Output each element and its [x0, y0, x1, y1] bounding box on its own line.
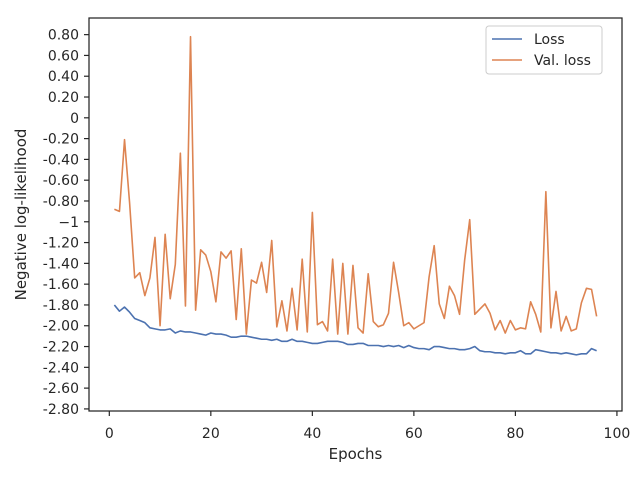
val-loss-series-line	[114, 35, 598, 335]
y-tick-label: -1.80	[43, 298, 79, 314]
y-tick-label: -2.80	[43, 402, 79, 418]
y-tick-label: -2.20	[43, 340, 79, 356]
y-tick-label: -2.60	[43, 381, 79, 397]
y-tick-label: -1.40	[43, 256, 79, 272]
axis-ticks: 0 20 40 60 80 100 0.80 0.60 0.40 0.20 0 -0.20 -0.40 -…	[43, 28, 631, 442]
y-tick-label: -1.20	[43, 236, 79, 252]
legend-box	[485, 25, 603, 75]
loss-series-line	[113, 304, 597, 356]
x-tick-label: 20	[202, 426, 220, 442]
x-tick-label: 100	[604, 426, 631, 442]
y-tick-label: 0.60	[48, 48, 79, 64]
y-tick-label: -0.20	[43, 132, 79, 148]
x-axis-title: Epochs	[329, 445, 383, 463]
y-tick-label: -1.60	[43, 277, 79, 293]
y-tick-label: −1	[58, 215, 79, 231]
y-tick-label: -0.40	[43, 152, 79, 168]
y-tick-label: 0.20	[48, 90, 79, 106]
x-tick-label: 40	[303, 426, 321, 442]
y-tick-label: -2.00	[43, 319, 79, 335]
y-tick-label: -2.40	[43, 360, 79, 376]
y-tick-label: -0.60	[43, 173, 79, 189]
series-lines	[113, 35, 598, 356]
x-tick-label: 60	[405, 426, 423, 442]
legend: Loss Val. loss	[485, 25, 603, 75]
x-tick-label: 80	[506, 426, 524, 442]
y-tick-label: 0.80	[48, 28, 79, 44]
legend-label-loss: Loss	[534, 32, 565, 48]
y-tick-label: 0.40	[48, 69, 79, 85]
y-axis-title: Negative log-likelihood	[12, 129, 30, 301]
plot-frame	[88, 17, 623, 412]
y-tick-label: -0.80	[43, 194, 79, 210]
x-tick-label: 0	[105, 426, 114, 442]
legend-label-val-loss: Val. loss	[534, 53, 591, 69]
y-tick-label: 0	[70, 111, 79, 127]
